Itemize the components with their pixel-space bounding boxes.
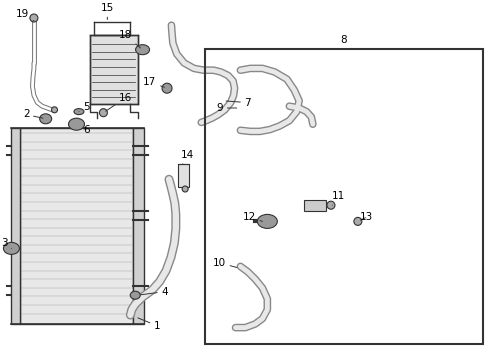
Text: 10: 10 — [213, 258, 237, 268]
Circle shape — [354, 217, 362, 225]
Text: 18: 18 — [119, 30, 141, 48]
Bar — [205, 49, 483, 344]
Text: 4: 4 — [141, 287, 168, 297]
Text: 19: 19 — [16, 9, 34, 21]
Text: 2: 2 — [23, 109, 43, 120]
Ellipse shape — [257, 215, 277, 228]
Bar — [11, 128, 20, 324]
Bar — [133, 128, 144, 324]
Bar — [90, 35, 138, 104]
Ellipse shape — [162, 83, 172, 93]
Text: 14: 14 — [181, 150, 194, 164]
Ellipse shape — [69, 118, 84, 130]
Circle shape — [30, 14, 38, 22]
Text: 16: 16 — [106, 93, 132, 111]
Bar — [304, 200, 326, 211]
Text: 15: 15 — [101, 3, 114, 19]
Text: 3: 3 — [1, 238, 11, 248]
Text: 9: 9 — [217, 103, 237, 113]
Bar — [20, 128, 133, 324]
Ellipse shape — [136, 45, 149, 55]
Ellipse shape — [130, 291, 140, 299]
Text: 1: 1 — [138, 318, 161, 331]
Text: 7: 7 — [226, 98, 251, 108]
Circle shape — [99, 109, 107, 117]
Text: 5: 5 — [79, 102, 90, 112]
Ellipse shape — [74, 109, 84, 114]
Ellipse shape — [3, 242, 20, 255]
Text: 6: 6 — [83, 125, 90, 135]
Text: 17: 17 — [143, 77, 165, 87]
Circle shape — [51, 107, 57, 113]
Text: 8: 8 — [341, 35, 347, 45]
Text: 11: 11 — [332, 191, 345, 205]
Ellipse shape — [40, 114, 51, 124]
Circle shape — [327, 201, 335, 209]
Bar — [178, 164, 189, 187]
Text: 12: 12 — [243, 212, 263, 222]
Circle shape — [182, 186, 188, 192]
Text: 13: 13 — [360, 212, 373, 222]
